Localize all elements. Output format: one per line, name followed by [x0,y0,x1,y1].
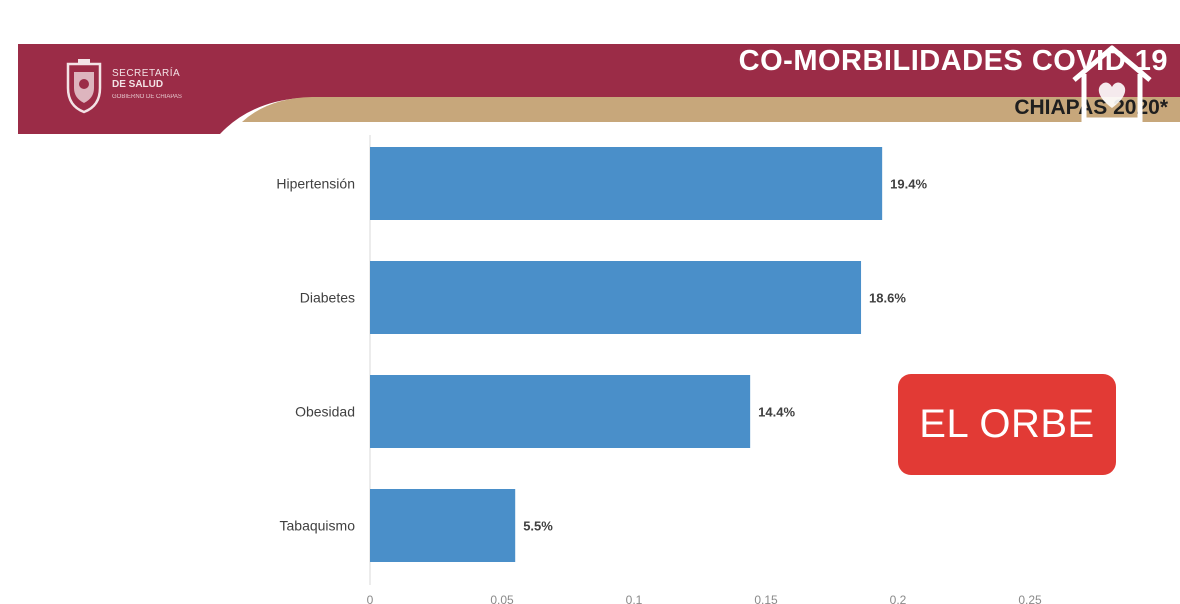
x-tick-label: 0.2 [890,593,907,604]
bar [370,147,883,220]
watermark-label: EL ORBE [919,402,1095,446]
logo-line-1: SECRETARÍA [112,68,181,79]
logo-line-2: DE SALUD [112,79,164,90]
header-banner [18,44,1180,134]
banner-gold-band [242,97,1180,122]
x-tick-label: 0.05 [490,593,514,604]
banner-maroon-band [18,44,1180,134]
category-label: Diabetes [300,290,355,306]
bar [370,375,751,448]
x-tick-label: 0.1 [626,593,643,604]
logo-text: SECRETARÍA DE SALUD GOBIERNO DE CHIAPAS [112,68,182,104]
category-label: Obesidad [295,404,355,420]
house-heart-icon [1072,45,1152,123]
x-tick-label: 0.15 [754,593,778,604]
data-label: 18.6% [869,291,906,306]
data-label: 14.4% [758,405,795,420]
bar [370,261,862,334]
page-subtitle: CHIAPAS 2020* [1014,96,1168,119]
data-label: 5.5% [523,519,553,534]
category-label: Tabaquismo [280,518,356,534]
x-tick-label: 0.25 [1018,593,1042,604]
watermark-badge: EL ORBE [898,374,1116,475]
data-label: 19.4% [890,177,927,192]
coat-of-arms-icon [66,59,102,114]
category-label: Hipertensión [276,176,355,192]
logo-line-3: GOBIERNO DE CHIAPAS [112,94,182,100]
bar [370,489,516,562]
x-tick-label: 0 [367,593,374,604]
